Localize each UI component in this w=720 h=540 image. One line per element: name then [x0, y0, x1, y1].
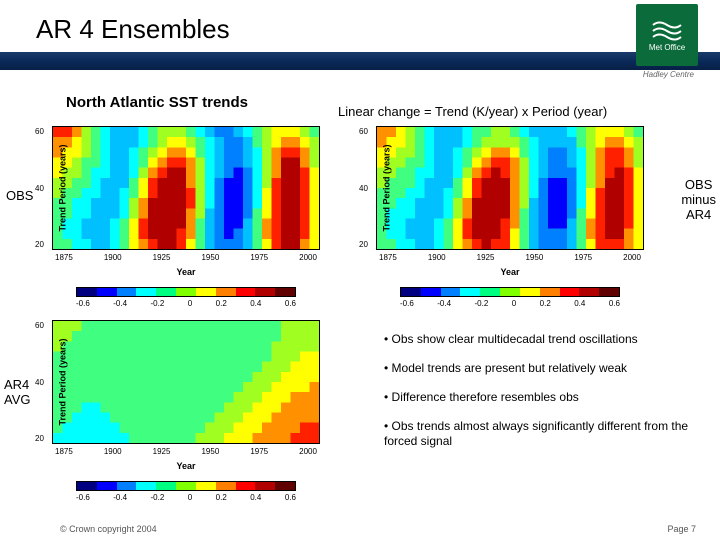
bullet-3: • Difference therefore resembles obs — [384, 390, 704, 405]
subtitle-right: Linear change = Trend (K/year) x Period … — [338, 104, 607, 119]
obs-panel: Trend Period (years)Year1875190019251950… — [52, 126, 320, 250]
label-diff-2: minus — [681, 192, 716, 207]
avg-panel: Trend Period (years)Year1875190019251950… — [52, 320, 320, 444]
x-ticks: 187519001925195019752000 — [377, 253, 643, 262]
heatmap-canvas — [377, 127, 643, 249]
hadley-label: Hadley Centre — [643, 70, 694, 79]
x-axis-label: Year — [176, 461, 195, 471]
diff-panel: Trend Period (years)Year1875190019251950… — [376, 126, 644, 250]
copyright-text: © Crown copyright 2004 — [60, 524, 157, 534]
x-ticks: 187519001925195019752000 — [53, 253, 319, 262]
bullet-list: • Obs show clear multidecadal trend osci… — [384, 332, 704, 463]
label-diff: OBS minus AR4 — [681, 178, 716, 223]
page-number: Page 7 — [667, 524, 696, 534]
x-axis-label: Year — [500, 267, 519, 277]
y-ticks: 604020 — [359, 127, 368, 249]
brand-text: Met Office — [649, 43, 685, 52]
y-axis-label: Trend Period (years) — [382, 144, 392, 231]
bullet-4: • Obs trends almost always significantly… — [384, 419, 704, 449]
label-diff-3: AR4 — [686, 207, 711, 222]
subtitle-left: North Atlantic SST trends — [66, 94, 248, 111]
heatmap-plot: Trend Period (years)Year1875190019251950… — [52, 126, 320, 250]
colorbar: -0.6-0.4-0.200.20.40.6 — [400, 287, 620, 308]
y-axis-label: Trend Period (years) — [58, 338, 68, 425]
colorbar: -0.6-0.4-0.200.20.40.6 — [76, 287, 296, 308]
metoffice-logo: Met Office — [636, 4, 698, 66]
header: AR 4 Ensembles Met Office Hadley Centre — [0, 0, 720, 82]
label-ar4: AR4 AVG — [4, 378, 31, 408]
heatmap-plot: Trend Period (years)Year1875190019251950… — [52, 320, 320, 444]
x-ticks: 187519001925195019752000 — [53, 447, 319, 456]
y-ticks: 604020 — [35, 127, 44, 249]
bullet-2: • Model trends are present but relativel… — [384, 361, 704, 376]
label-ar4-1: AR4 — [4, 377, 29, 392]
heatmap-plot: Trend Period (years)Year1875190019251950… — [376, 126, 644, 250]
header-stripe — [0, 52, 720, 70]
label-diff-1: OBS — [685, 177, 712, 192]
colorbar: -0.6-0.4-0.200.20.40.6 — [76, 481, 296, 502]
y-axis-label: Trend Period (years) — [58, 144, 68, 231]
heatmap-canvas — [53, 127, 319, 249]
heatmap-canvas — [53, 321, 319, 443]
bullet-1: • Obs show clear multidecadal trend osci… — [384, 332, 704, 347]
x-axis-label: Year — [176, 267, 195, 277]
page-title: AR 4 Ensembles — [36, 14, 230, 45]
y-ticks: 604020 — [35, 321, 44, 443]
label-obs: OBS — [6, 188, 33, 203]
wave-icon — [652, 19, 682, 41]
label-ar4-2: AVG — [4, 392, 31, 407]
